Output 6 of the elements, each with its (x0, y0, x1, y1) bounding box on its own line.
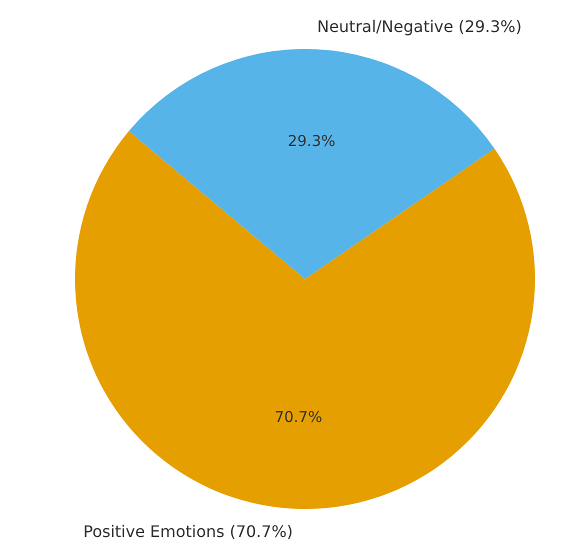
data-label: 29.3% (288, 132, 336, 150)
pie-slice (128, 49, 495, 279)
data-label: 70.7% (274, 408, 322, 426)
pie-slice (75, 131, 535, 509)
slice-label: Positive Emotions (70.7%) (83, 522, 293, 542)
slice-label: Neutral/Negative (29.3%) (317, 16, 522, 36)
